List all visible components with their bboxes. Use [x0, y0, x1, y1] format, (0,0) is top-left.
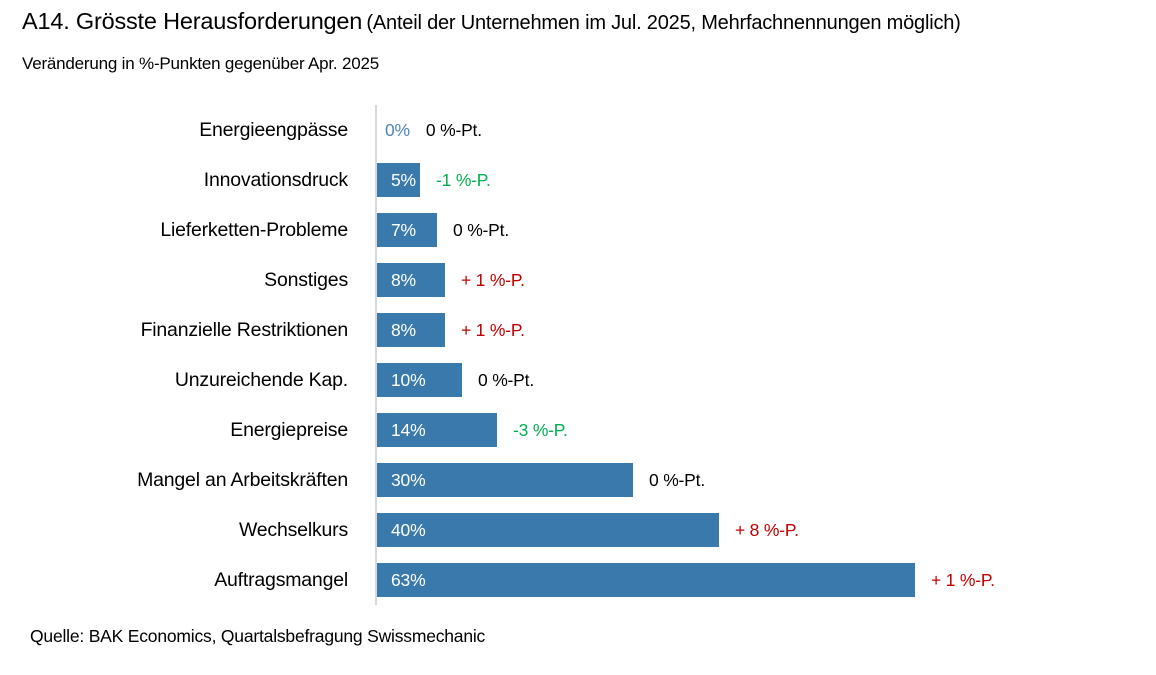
bar-value-label: 30%: [391, 469, 426, 490]
bar-value-label: 40%: [391, 519, 426, 540]
plot-area: 8% + 1 %-P.: [375, 255, 1156, 305]
change-label: + 1 %-P.: [931, 569, 995, 590]
category-label: Lieferketten-Probleme: [160, 218, 348, 241]
category-label: Auftragsmangel: [214, 568, 348, 591]
category-label: Innovationsdruck: [203, 168, 348, 191]
category-label: Energiepreise: [230, 418, 348, 441]
bar-value-label: 7%: [391, 219, 416, 240]
bar: 63%: [377, 563, 915, 597]
change-label: + 1 %-P.: [461, 319, 525, 340]
change-label: + 1 %-P.: [461, 269, 525, 290]
plot-area: 40% + 8 %-P.: [375, 505, 1156, 555]
category-label: Wechselkurs: [238, 518, 348, 541]
category-label: Mangel an Arbeitskräften: [137, 468, 348, 491]
chart-row: Finanzielle Restriktionen 8% + 1 %-P.: [0, 305, 1156, 355]
chart-row: Mangel an Arbeitskräften 30% 0 %-Pt.: [0, 455, 1156, 505]
plot-area: 63% + 1 %-P.: [375, 555, 1156, 605]
chart-row: Energieengpässe 0% 0 %-Pt.: [0, 105, 1156, 155]
zero-value-label: 0%: [385, 119, 410, 140]
bar-value-label: 8%: [391, 269, 416, 290]
change-label: 0 %-Pt.: [649, 469, 705, 490]
category-label: Unzureichende Kap.: [174, 368, 348, 391]
chart-row: Wechselkurs 40% + 8 %-P.: [0, 505, 1156, 555]
bar: 40%: [377, 513, 719, 547]
bar-value-label: 8%: [391, 319, 416, 340]
bar: 8%: [377, 313, 445, 347]
bar: 30%: [377, 463, 633, 497]
change-label: -3 %-P.: [513, 419, 568, 440]
plot-area: 0% 0 %-Pt.: [375, 105, 1156, 155]
bar: 10%: [377, 363, 462, 397]
plot-area: 30% 0 %-Pt.: [375, 455, 1156, 505]
category-label: Finanzielle Restriktionen: [140, 318, 349, 341]
page-title-paren: (Anteil der Unternehmen im Jul. 2025, Me…: [366, 12, 961, 34]
plot-area: 7% 0 %-Pt.: [375, 205, 1156, 255]
change-label: + 8 %-P.: [735, 519, 799, 540]
bar-value-label: 63%: [391, 569, 426, 590]
bar: 5%: [377, 163, 420, 197]
chart-row: Innovationsdruck 5% -1 %-P.: [0, 155, 1156, 205]
change-label: 0 %-Pt.: [478, 369, 534, 390]
bar-value-label: 10%: [391, 369, 426, 390]
category-label: Sonstiges: [264, 268, 348, 291]
bar: 7%: [377, 213, 437, 247]
plot-area: 14% -3 %-P.: [375, 405, 1156, 455]
category-label: Energieengpässe: [199, 118, 348, 141]
bar-chart: Energieengpässe 0% 0 %-Pt. Innovationsdruck…: [0, 105, 1156, 605]
plot-area: 10% 0 %-Pt.: [375, 355, 1156, 405]
bar-value-label: 5%: [391, 169, 416, 190]
source-note: Quelle: BAK Economics, Quartalsbefragung…: [30, 626, 486, 646]
chart-row: Auftragsmangel 63% + 1 %-P.: [0, 555, 1156, 605]
chart-row: Unzureichende Kap. 10% 0 %-Pt.: [0, 355, 1156, 405]
page-title-main: A14. Grösste Herausforderungen: [22, 8, 363, 34]
chart-row: Sonstiges 8% + 1 %-P.: [0, 255, 1156, 305]
bar-value-label: 14%: [391, 419, 426, 440]
change-label: 0 %-Pt.: [453, 219, 509, 240]
page-title: A14. Grösste Herausforderungen (Anteil d…: [22, 8, 961, 35]
bar: 8%: [377, 263, 445, 297]
plot-area: 8% + 1 %-P.: [375, 305, 1156, 355]
change-label: 0 %-Pt.: [425, 119, 482, 140]
chart-row: Energiepreise 14% -3 %-P.: [0, 405, 1156, 455]
chart-row: Lieferketten-Probleme 7% 0 %-Pt.: [0, 205, 1156, 255]
plot-area: 5% -1 %-P.: [375, 155, 1156, 205]
chart-subtitle: Veränderung in %-Punkten gegenüber Apr. …: [22, 54, 379, 73]
change-label: -1 %-P.: [436, 169, 491, 190]
bar: 14%: [377, 413, 497, 447]
